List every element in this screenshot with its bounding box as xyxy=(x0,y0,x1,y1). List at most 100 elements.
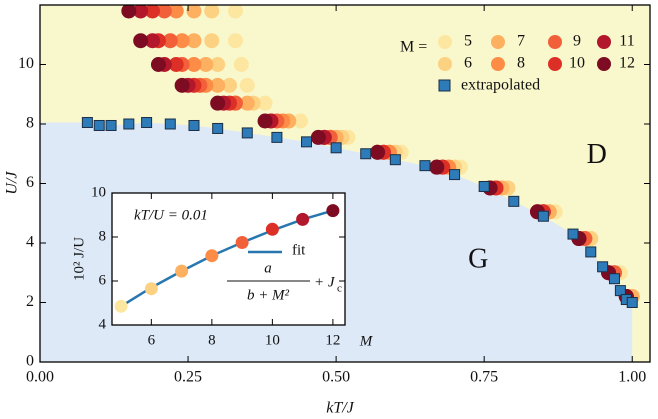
data-point xyxy=(508,195,520,207)
data-point xyxy=(310,129,326,145)
x-tick-label: 0.00 xyxy=(26,369,54,386)
data-point xyxy=(429,159,445,175)
data-point xyxy=(210,95,226,111)
y-tick-label: 6 xyxy=(26,174,34,191)
y-tick-label: 4 xyxy=(26,234,34,251)
data-point xyxy=(239,95,255,111)
legend-label: 5 xyxy=(464,33,472,50)
region-label: D xyxy=(587,139,607,170)
legend-marker xyxy=(548,35,562,49)
data-point xyxy=(239,77,255,93)
data-point xyxy=(175,264,189,278)
data-point xyxy=(145,5,161,19)
data-point xyxy=(222,77,238,93)
data-point xyxy=(301,136,313,148)
data-point xyxy=(156,5,172,19)
data-point xyxy=(168,5,184,19)
y-tick-label: 10 xyxy=(18,55,34,72)
data-point xyxy=(330,142,342,154)
data-point xyxy=(212,122,224,134)
legend-marker xyxy=(491,35,505,49)
data-point xyxy=(241,127,253,139)
legend-title: M = xyxy=(400,39,427,56)
data-point xyxy=(326,204,340,218)
data-point xyxy=(198,57,214,72)
data-point xyxy=(204,5,220,19)
data-point xyxy=(168,57,184,72)
data-point xyxy=(626,297,638,308)
data-point xyxy=(93,119,105,131)
x-tick-label: 1.00 xyxy=(618,369,646,386)
data-point xyxy=(186,57,202,72)
data-point xyxy=(210,57,226,72)
data-point xyxy=(233,57,249,72)
legend-marker xyxy=(491,57,505,71)
legend-marker xyxy=(597,57,611,71)
y-tick-label: 0 xyxy=(26,353,34,370)
x-tick-label: 0.25 xyxy=(174,369,202,386)
x-tick-label: 6 xyxy=(148,332,156,348)
data-point xyxy=(293,113,309,129)
data-point xyxy=(567,228,579,240)
x-axis-label: M xyxy=(359,333,374,349)
x-tick-label: 12 xyxy=(325,332,340,348)
axes: 0.00 0.25 0.50 0.75 1.00 0 2 4 6 8 10 kT/J U/J M = 5 6 7… xyxy=(4,4,651,417)
legend-marker xyxy=(438,79,451,92)
data-point xyxy=(370,144,386,160)
data-point xyxy=(133,33,149,49)
data-point xyxy=(164,118,176,130)
legend-label: extrapolated xyxy=(461,77,540,94)
y-tick-label: 8 xyxy=(99,228,107,244)
data-point xyxy=(205,249,219,263)
data-point xyxy=(145,33,161,49)
data-point xyxy=(150,57,166,72)
data-point xyxy=(204,33,220,49)
data-point xyxy=(123,118,135,130)
data-point xyxy=(257,95,273,111)
data-point xyxy=(537,210,549,222)
annotation: kT/U = 0.01 xyxy=(134,207,208,223)
y-tick-label: 2 xyxy=(26,293,34,310)
data-point xyxy=(162,33,178,49)
data-point xyxy=(265,222,279,236)
legend-label: 6 xyxy=(464,55,472,72)
formula-numerator: a xyxy=(264,260,272,276)
legend-marker xyxy=(438,57,452,71)
legend-label: 10 xyxy=(569,55,585,72)
y-tick-label: 8 xyxy=(26,115,34,132)
data-point xyxy=(210,77,226,93)
data-point xyxy=(81,117,93,129)
data-point xyxy=(133,5,149,19)
data-point xyxy=(144,282,158,296)
legend-marker xyxy=(438,35,452,49)
x-axis-label: kT/J xyxy=(326,400,354,417)
data-point xyxy=(360,148,372,160)
y-axis-label: U/J xyxy=(4,171,21,195)
data-point xyxy=(271,131,283,143)
y-tick-label: 6 xyxy=(99,272,107,288)
data-point xyxy=(227,33,243,49)
y-tick-label: 4 xyxy=(99,316,107,332)
y-tick-label: 10 xyxy=(91,184,106,200)
data-point xyxy=(121,5,137,19)
legend-marker xyxy=(597,35,611,49)
data-point xyxy=(235,236,249,249)
y-axis-label: 10² J/U xyxy=(71,237,87,281)
x-tick-label: 0.75 xyxy=(470,369,498,386)
data-point xyxy=(114,299,128,313)
data-point xyxy=(389,154,401,166)
data-point xyxy=(296,212,310,226)
data-point xyxy=(186,33,202,49)
inset: 6 8 10 12 4 6 8 10 M 10² J/U kT/U = 0.01 fit a b + M²… xyxy=(71,184,373,349)
formula-tail: + J xyxy=(314,274,336,290)
legend-label: 11 xyxy=(619,33,634,50)
data-point xyxy=(257,113,273,129)
formula-denominator: b + M² xyxy=(247,287,290,303)
legend-label: 7 xyxy=(517,33,525,50)
data-point xyxy=(174,33,190,49)
legend-label: fit xyxy=(292,242,306,258)
data-point xyxy=(449,169,461,181)
data-point xyxy=(478,180,490,192)
axes-frame xyxy=(111,192,346,326)
